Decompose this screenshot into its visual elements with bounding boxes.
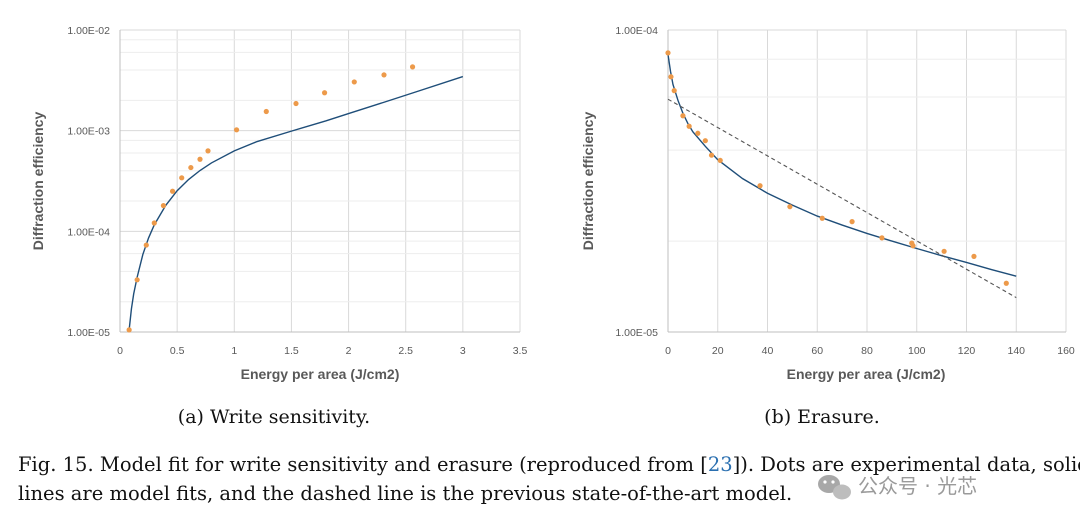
watermark-text: 公众号 · 光芯 — [858, 474, 977, 498]
data-point — [757, 183, 763, 189]
data-point — [321, 90, 328, 96]
figure-caption-text-1: Fig. 15. Model fit for write sensitivity… — [18, 453, 708, 476]
data-point — [381, 72, 387, 78]
x-tick-label: 20 — [712, 345, 724, 357]
data-point — [695, 130, 701, 136]
caption-a: (a) Write sensitivity. — [178, 406, 370, 428]
x-tick-label: 140 — [1007, 345, 1025, 357]
x-tick-label: 60 — [811, 345, 823, 357]
data-point — [126, 327, 132, 333]
y-tick-label: 1.00E-02 — [67, 25, 110, 37]
prior-model-dashed-line — [667, 98, 1017, 299]
x-tick-label: 0 — [117, 345, 123, 357]
x-axis-title: Energy per area (J/cm2) — [241, 366, 400, 382]
data-point — [849, 219, 855, 225]
data-point — [179, 175, 185, 181]
data-point — [971, 253, 977, 259]
x-tick-label: 0 — [665, 345, 671, 357]
x-tick-label: 2 — [346, 345, 352, 357]
caption-b: (b) Erasure. — [764, 406, 880, 428]
data-point — [169, 188, 176, 194]
x-tick-label: 120 — [958, 345, 976, 357]
data-point — [879, 235, 885, 241]
data-point — [665, 50, 671, 56]
x-tick-label: 80 — [861, 345, 873, 357]
x-tick-label: 3 — [460, 345, 466, 357]
y-axis-title: Diffraction efficiency — [580, 112, 596, 251]
data-point — [293, 100, 299, 107]
model-fit-line — [128, 75, 464, 330]
citation-link[interactable]: 23 — [708, 453, 733, 476]
x-tick-label: 1 — [231, 345, 237, 357]
x-tick-label: 40 — [762, 345, 774, 357]
data-point — [233, 127, 240, 133]
data-point — [910, 243, 916, 249]
y-tick-label: 1.00E-03 — [67, 126, 110, 138]
data-point — [151, 220, 157, 226]
data-point — [717, 157, 723, 164]
data-point — [160, 203, 167, 209]
data-point — [409, 64, 416, 70]
data-point — [702, 138, 708, 144]
watermark: 公众号 · 光芯 — [818, 474, 977, 500]
model-fit-line — [667, 54, 1017, 277]
x-tick-label: 3.5 — [513, 345, 528, 357]
data-point — [819, 215, 825, 221]
wechat-icon — [818, 475, 851, 500]
chart-panel-b: 0 20 40 60 80 100 120 140 160 1.00E-05 1.00E-04 Ene… — [580, 25, 1075, 382]
data-point — [197, 156, 203, 162]
data-point — [263, 108, 269, 115]
data-point — [1003, 280, 1009, 286]
data-point — [671, 87, 677, 94]
y-tick-label: 1.00E-05 — [67, 327, 110, 339]
x-tick-label: 100 — [908, 345, 926, 357]
y-tick-label: 1.00E-04 — [615, 25, 658, 37]
data-point — [134, 277, 140, 283]
data-point — [680, 113, 686, 119]
data-point — [668, 74, 674, 80]
data-point — [143, 242, 149, 248]
x-axis-title: Energy per area (J/cm2) — [787, 366, 946, 382]
x-tick-label: 160 — [1057, 345, 1075, 357]
y-tick-label: 1.00E-05 — [615, 327, 658, 339]
data-point — [941, 248, 947, 254]
data-point — [188, 164, 194, 171]
data-point — [686, 123, 692, 129]
y-axis-title: Diffraction efficiency — [30, 112, 46, 251]
figure-caption-text-2: ]). Dots are experimental data, solid — [733, 453, 1080, 476]
data-point — [205, 148, 211, 154]
data-point — [351, 79, 357, 85]
x-tick-label: 1.5 — [284, 345, 299, 357]
data-point — [708, 152, 715, 158]
figure-caption-line-1: Fig. 15. Model fit for write sensitivity… — [18, 453, 1080, 476]
y-tick-label: 1.00E-04 — [67, 226, 110, 238]
x-tick-label: 2.5 — [398, 345, 413, 357]
data-point — [787, 204, 793, 210]
x-tick-label: 0.5 — [170, 345, 185, 357]
chart-panel-a: 0 0.5 1 1.5 2 2.5 3 3.5 1.00E-05 1.00E-04 1.00E-03… — [30, 25, 527, 382]
figure-caption-line-2: lines are model fits, and the dashed lin… — [18, 482, 792, 505]
